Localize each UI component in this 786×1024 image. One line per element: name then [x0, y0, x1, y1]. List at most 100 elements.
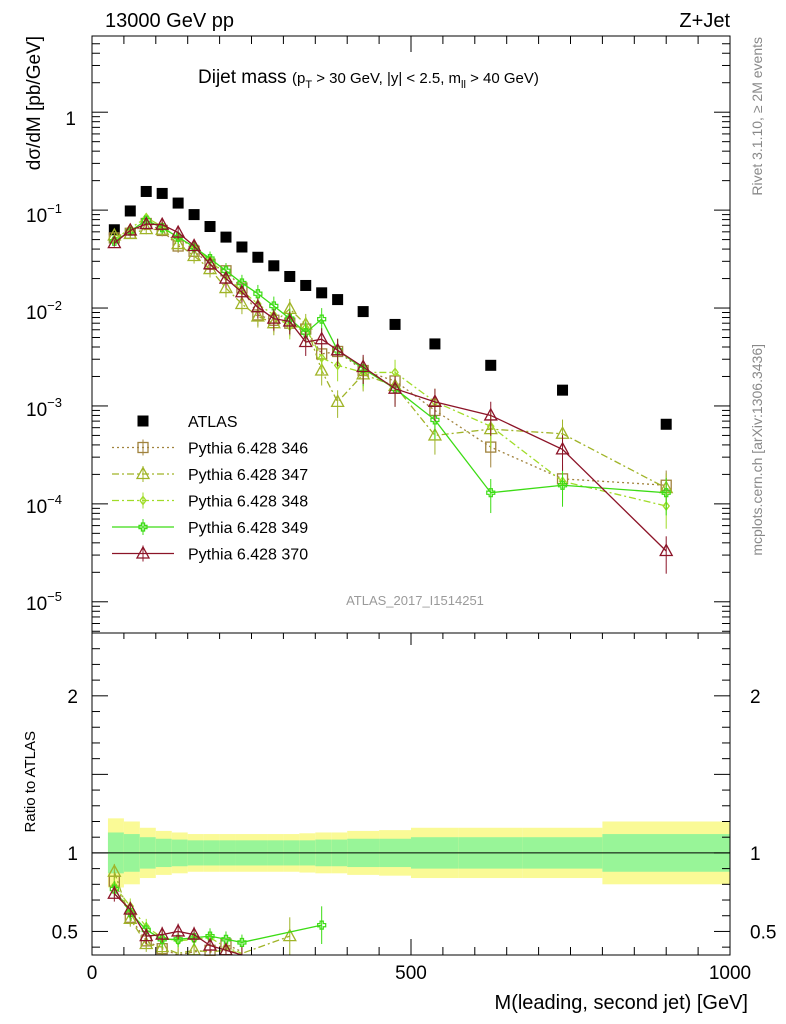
legend-marker	[137, 415, 149, 427]
data-point	[387, 380, 403, 394]
ratio-y-tick-labels: 0.5 0.5 1 1 2 2	[52, 687, 777, 944]
title-cut-1-sub: T	[305, 79, 312, 91]
header-left: 13000 GeV pp	[105, 10, 234, 32]
legend-item-2: Pythia 6.428 347	[112, 466, 308, 484]
ratio-point	[139, 928, 154, 942]
ratio-y-tick-label-right: 2	[750, 687, 761, 708]
data-point	[555, 441, 570, 455]
data-point	[429, 338, 441, 350]
ratio-panel-marks	[107, 863, 327, 956]
ratio-y-tick-label: 1	[67, 844, 78, 865]
data-point	[173, 232, 183, 242]
data-point	[236, 241, 248, 253]
data-point	[332, 294, 344, 306]
y-tick-label-1: 1	[65, 109, 76, 130]
ratio-line	[113, 888, 322, 944]
data-point	[317, 314, 327, 324]
data-point	[427, 427, 443, 441]
ratio-point	[202, 937, 218, 951]
data-point	[660, 418, 672, 430]
ratio-point	[186, 926, 202, 940]
x-tick-labels: 0 500 1000	[87, 963, 751, 984]
data-point	[172, 197, 184, 209]
ratio-point	[123, 901, 138, 915]
data-point	[156, 187, 168, 199]
ratio-point	[171, 923, 186, 937]
axis-ticks	[91, 35, 731, 955]
ratio-point	[109, 884, 119, 894]
data-point	[218, 280, 234, 294]
ratio-point	[155, 939, 170, 953]
main-panel-frame	[91, 35, 731, 634]
legend-label: ATLAS	[188, 414, 238, 431]
data-point	[139, 216, 154, 230]
chart-title: Dijet mass (pT > 30 GeV, |y| < 2.5, mll …	[198, 67, 539, 91]
ratio-series-3	[109, 881, 327, 951]
ratio-point	[107, 863, 122, 877]
legend-marker	[135, 466, 151, 480]
data-point	[186, 248, 202, 262]
data-point	[188, 209, 200, 221]
data-point	[316, 287, 328, 299]
data-point	[298, 334, 313, 348]
data-point	[171, 236, 186, 250]
data-point	[202, 256, 218, 270]
ratio-y-tick-label-right: 1	[750, 844, 761, 865]
rivet-label: Rivet 3.1.10, ≥ 2M events	[749, 37, 765, 196]
data-point	[252, 251, 264, 263]
data-point	[317, 352, 326, 363]
data-point	[356, 359, 371, 373]
y-tick-label-10m4: 10−4	[26, 492, 62, 518]
mcplots-label: mcplots.cern.ch [arXiv:1306.3436]	[749, 344, 765, 556]
legend-label: Pythia 6.428 348	[188, 494, 308, 511]
data-point	[661, 488, 671, 498]
y-tick-label-10m2: 10−2	[26, 298, 62, 324]
title-main: Dijet mass	[198, 67, 287, 88]
legend-item-3: Pythia 6.428 348	[112, 492, 308, 511]
legend-item-5: Pythia 6.428 370	[112, 545, 308, 564]
x-tick-label: 1000	[709, 963, 751, 984]
ratio-point	[282, 928, 297, 942]
data-point	[330, 342, 345, 356]
ratio-series-4	[107, 885, 243, 956]
series-5	[107, 216, 674, 574]
data-point	[282, 313, 297, 327]
data-point	[186, 238, 202, 252]
data-point	[430, 415, 440, 425]
x-tick-label: 500	[395, 963, 427, 984]
legend-label: Pythia 6.428 346	[188, 441, 308, 458]
data-point	[557, 384, 569, 396]
legend-item-1: Pythia 6.428 346	[112, 439, 308, 458]
data-point	[333, 360, 342, 371]
data-point	[659, 543, 674, 557]
x-tick-label: 0	[87, 963, 98, 984]
legend-label: Pythia 6.428 370	[188, 547, 308, 564]
data-point	[123, 222, 138, 236]
title-cut-2-sub: ll	[461, 79, 466, 91]
ratio-y-label: Ratio to ATLAS	[22, 731, 39, 832]
main-y-label: dσ/dM [pb/GeV]	[24, 36, 45, 170]
ratio-point	[139, 936, 154, 950]
ratio-point	[155, 926, 170, 940]
legend-marker	[137, 441, 149, 454]
data-point	[155, 216, 170, 230]
ratio-line	[113, 871, 291, 955]
ratio-point	[317, 920, 327, 930]
data-point	[107, 235, 122, 249]
y-tick-label-10m3: 10−3	[26, 395, 62, 421]
ratio-y-tick-label: 0.5	[52, 922, 78, 943]
data-point	[124, 205, 136, 217]
data-point	[486, 488, 496, 498]
data-point	[557, 480, 568, 490]
data-point	[220, 231, 232, 243]
y-tick-label-10m1: 10−1	[26, 201, 62, 227]
data-point	[253, 289, 263, 299]
header-right: Z+Jet	[679, 10, 730, 32]
data-point	[171, 224, 186, 238]
ratio-point	[237, 937, 247, 948]
ratio-point	[123, 911, 138, 925]
legend-label: Pythia 6.428 347	[188, 467, 308, 484]
data-point	[427, 394, 443, 408]
data-point	[234, 296, 250, 310]
series-0	[108, 185, 672, 430]
